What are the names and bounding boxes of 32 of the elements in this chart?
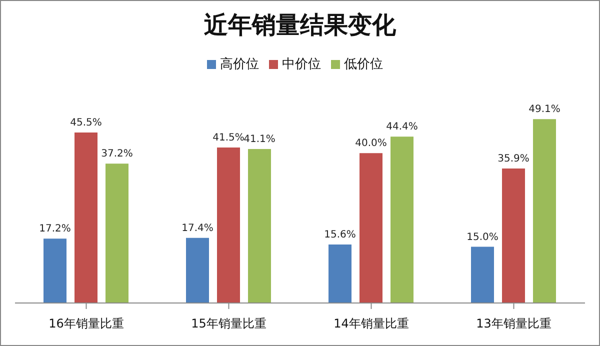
data-label: 37.2% <box>101 148 133 160</box>
data-label: 45.5% <box>70 118 102 129</box>
bar <box>217 148 240 303</box>
bar <box>74 132 98 303</box>
data-label: 35.9% <box>498 154 530 165</box>
data-label: 44.4% <box>386 122 418 133</box>
bar <box>502 168 525 303</box>
bar <box>390 136 414 303</box>
bar <box>106 164 128 303</box>
legend-label: 中价位 <box>282 57 321 72</box>
x-tick-label: 14年销量比重 <box>334 316 409 331</box>
bar <box>328 244 352 303</box>
x-tick-label: 13年销量比重 <box>476 316 552 331</box>
data-label: 40.0% <box>355 138 387 150</box>
data-label: 41.1% <box>244 134 276 146</box>
data-label: 17.4% <box>182 222 214 234</box>
bar <box>248 149 271 303</box>
data-label: 49.1% <box>528 104 560 116</box>
x-tick-label: 16年销量比重 <box>48 316 124 331</box>
legend-label: 高价位 <box>220 57 259 72</box>
data-label: 41.5% <box>212 132 244 144</box>
bar <box>471 246 494 303</box>
chart-title: 近年销量结果变化 <box>203 10 397 41</box>
bar <box>360 153 382 303</box>
data-label: 15.6% <box>324 230 356 241</box>
bar <box>533 119 556 303</box>
data-label: 15.0% <box>466 232 498 243</box>
bar <box>44 238 66 303</box>
data-label: 17.2% <box>39 224 71 235</box>
bar <box>186 238 209 303</box>
legend-label: 低价位 <box>344 57 383 72</box>
x-tick-label: 15年销量比重 <box>191 316 266 331</box>
